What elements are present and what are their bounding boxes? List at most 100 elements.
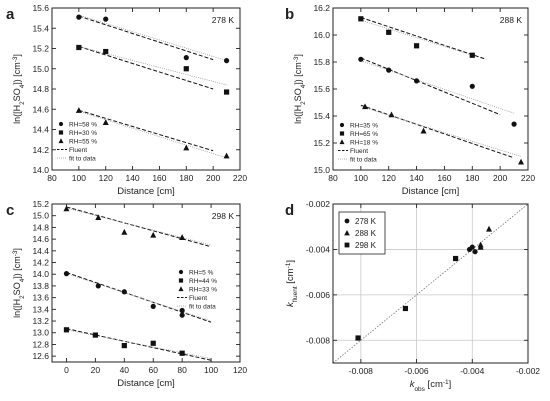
fluent-line [78,45,214,90]
x-tick-label: -0.002 [516,366,540,376]
data-point-triangle [518,158,525,165]
chart-panel-a: 80 100 120 140 160 180 200 220 14.0 14.2 14.4 14.6 1… [12,3,248,197]
fit-line [78,46,227,86]
x-tick-label: 120 [382,173,396,183]
data-point-circle [469,83,475,89]
data-point-circle [469,244,475,250]
y-tick-label: 15.2 [32,199,49,209]
fluent-line [66,271,212,323]
x-axis-title: Distance [cm] [117,186,175,197]
legend-marker [178,278,184,283]
data-point-triangle [420,127,427,134]
x-tick-label: 120 [233,365,247,375]
legend-label: fit to data [350,157,377,164]
legend-label: RH=18 % [350,140,378,147]
x-axis-title: Distance [cm] [402,186,460,197]
chart-panel-d: -0.008 -0.006 -0.004 -0.002 -0.008 -0.006 -0.0… [285,199,541,393]
data-point-square [386,29,392,35]
data-point-circle [76,14,82,20]
y-tick-label: 12.8 [32,339,49,349]
data-point-circle [358,56,364,62]
y-tick-label: 16.0 [313,30,330,40]
fluent-line [66,328,212,361]
plot-frame [51,203,241,363]
data-point-circle [150,303,156,310]
y-tick-label: 14.6 [32,104,49,114]
plot-frame [332,203,529,364]
legend-label: RH=5 % [189,270,214,277]
x-tick-label: 100 [204,365,218,375]
y-tick-label: -0.004 [306,244,330,254]
fit-line [78,14,227,62]
y-tick-label: 15.0 [313,165,330,175]
legend-marker [344,242,350,248]
data-point-square [121,343,127,349]
y-tick-label: 13.4 [32,304,49,314]
y-axis-title: ln([H2SO4]) [cm-3] [293,54,307,124]
data-point-circle [413,78,420,84]
x-tick-label: 40 [120,365,130,375]
data-point-triangle [183,144,190,151]
data-point-square [183,66,189,72]
fit-line [66,329,212,359]
y-tick-label: 13.6 [32,293,49,303]
x-tick-label: 180 [465,173,479,183]
y-tick-label: 15.4 [313,111,330,121]
x-tick-label: 140 [409,173,423,183]
legend-label: Fluent [350,148,368,155]
data-point-circle [179,307,185,314]
legend-marker [58,121,64,127]
data-point-triangle [223,152,230,159]
x-axis-title: Distance [cm] [117,378,175,389]
x-tick-label: 160 [437,173,451,183]
legend-marker [58,130,64,135]
x-tick-label: 80 [328,173,338,183]
panel-label-c: c [6,202,14,219]
legend-label: RH=33 % [189,287,217,294]
temperature-annotation: 278 K [212,15,235,25]
data-point-triangle [179,234,186,240]
chart-panel-b: 80 100 120 140 160 180 200 220 15.0 15.2 15.4 15.6 1… [293,3,536,197]
legend-marker [344,230,350,236]
y-tick-label: 15.0 [32,211,49,221]
legend-marker [339,131,345,136]
legend-label: RH=58 % [69,122,97,129]
y-tick-label: 15.2 [32,44,49,54]
y-axis-title: ln([H2SO4]) [cm-3] [12,248,26,318]
x-tick-label: 80 [177,365,187,375]
legend-marker [344,218,350,224]
y-tick-label: 12.6 [32,351,49,361]
x-axis-title: kobs [cm-1] [410,379,452,393]
y-tick-label: 14.8 [32,84,49,94]
data-point-circle [179,312,185,318]
x-tick-label: 140 [125,173,139,183]
data-point-circle [103,16,109,22]
legend-label: RH=44 % [189,278,217,285]
data-point-circle [472,249,478,255]
data-point-triangle [362,103,369,110]
data-point-circle [223,58,230,64]
fluent-line [66,206,212,248]
y-tick-label: 15.4 [32,23,49,33]
data-point-triangle [95,214,102,221]
legend-marker [339,139,345,145]
data-point-square [103,48,109,55]
data-point-square [469,52,475,58]
data-point-square [63,327,70,333]
y-tick-label: 15.0 [32,64,49,74]
y-tick-label: -0.006 [306,290,330,300]
data-point-circle [121,289,127,295]
data-point-triangle [388,111,395,118]
data-point-circle [511,121,517,127]
y-tick-label: 16.2 [313,3,330,13]
data-point-square [223,89,230,95]
data-point-circle [183,55,189,61]
data-point-square [92,332,98,338]
y-tick-label: -0.008 [306,335,330,345]
data-point-triangle [477,243,484,250]
data-point-triangle [150,231,157,238]
fluent-line [360,104,515,159]
chart-panel-c: 0 20 40 60 80 100 120 12.6 12.813.0 13.2 13.413.6 1… [12,199,248,389]
x-tick-label: 120 [99,173,113,183]
temperature-annotation: 288 K [500,15,523,25]
